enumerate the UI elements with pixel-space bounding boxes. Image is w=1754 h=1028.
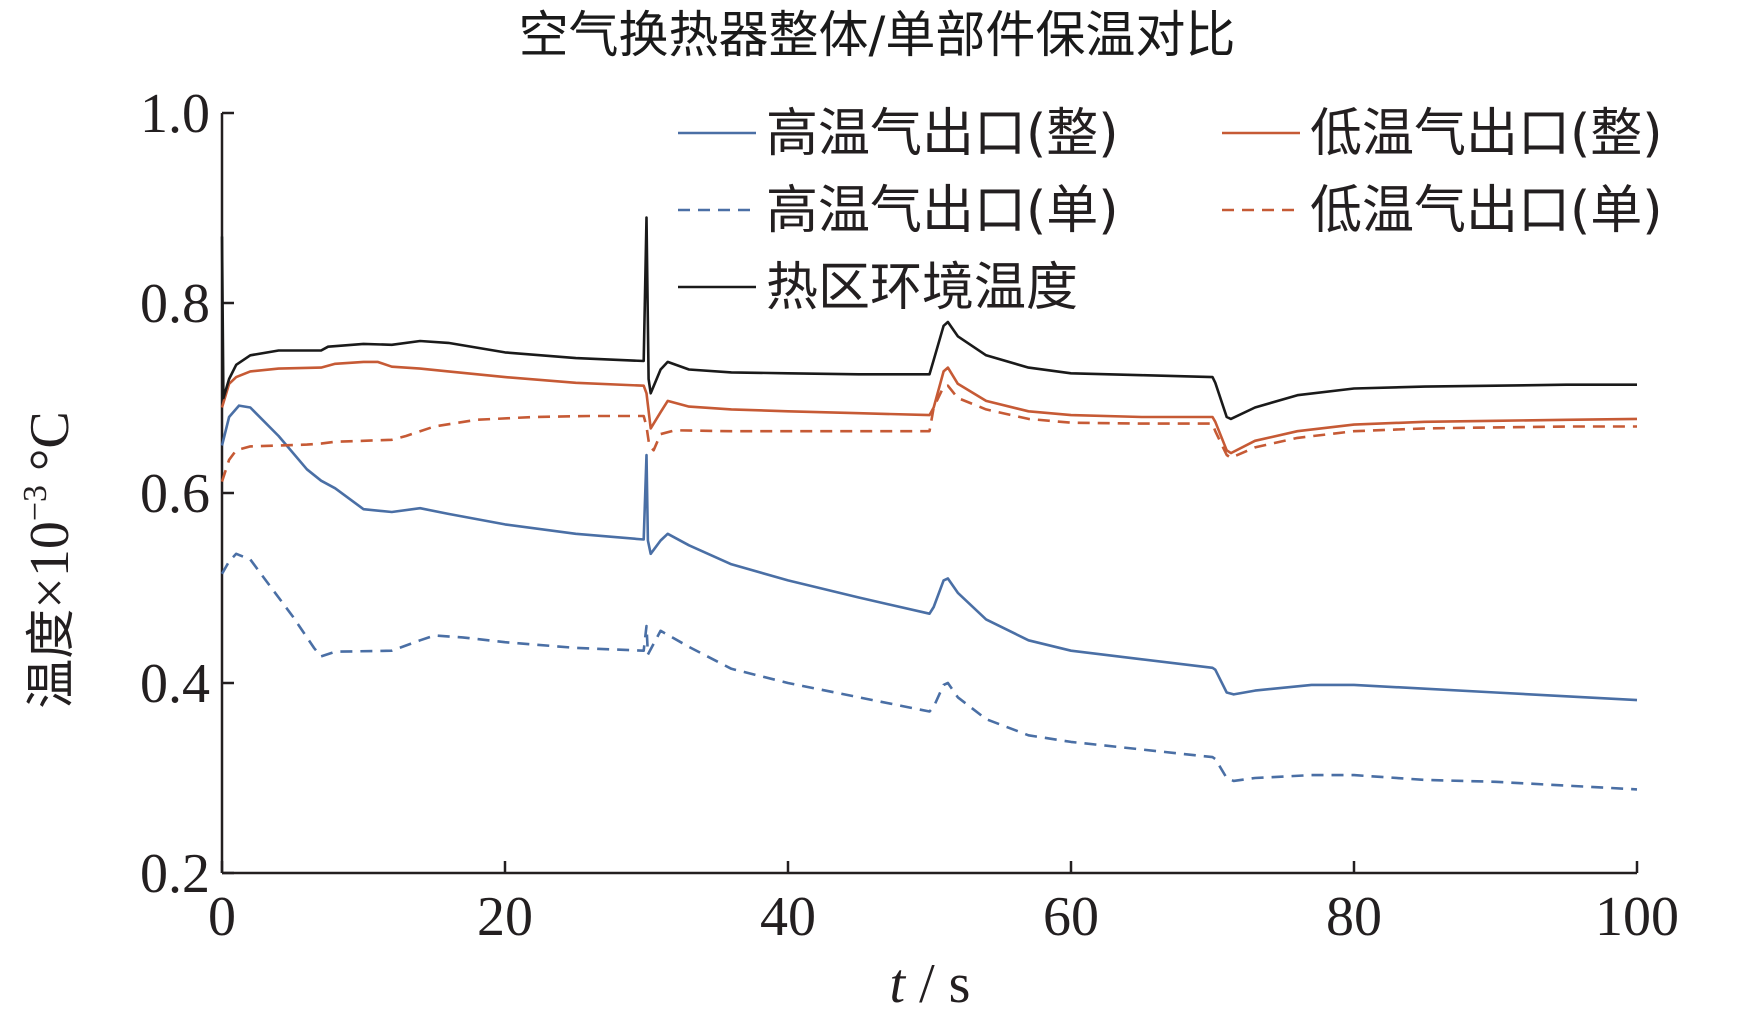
y-tick-label: 1.0 xyxy=(140,83,210,145)
chart-title: 空气换热器整体/单部件保温对比 xyxy=(519,6,1236,64)
y-tick-label: 0.4 xyxy=(140,653,210,715)
series-line-2 xyxy=(220,360,1638,455)
legend-label-1: 高温气出口(整) xyxy=(766,104,1119,164)
x-ticks: 0 20 40 60 80 100 xyxy=(208,861,1679,948)
y-axis-label-multiplier: ×10 xyxy=(19,521,81,609)
x-axis-label: t / s xyxy=(890,953,971,1015)
x-tick-label: 0 xyxy=(208,886,236,948)
y-axis-label: 温度×10−3 °C xyxy=(17,411,81,709)
y-axis-label-unit: °C xyxy=(19,411,81,485)
legend-label-2: 低温气出口(整) xyxy=(1310,104,1663,164)
x-axis-label-var: t xyxy=(890,953,907,1015)
legend-label-3: 高温气出口(单) xyxy=(766,181,1119,241)
series-line-5 xyxy=(220,216,1637,421)
series-line-1 xyxy=(220,404,1638,702)
y-tick-label: 0.2 xyxy=(140,843,210,905)
legend-label-5: 热区环境温度 xyxy=(766,258,1078,318)
x-tick-label: 60 xyxy=(1043,886,1099,948)
y-tick-label: 0.6 xyxy=(140,463,210,525)
series-line-4 xyxy=(220,384,1637,483)
x-tick-label: 100 xyxy=(1595,886,1679,948)
y-axis-label-text: 温度 xyxy=(22,609,80,709)
series-line-3 xyxy=(220,552,1638,791)
x-tick-label: 20 xyxy=(477,886,533,948)
legend: 高温气出口(整) 低温气出口(整) 高温气出口(单) 低温气出口(单) 热区环境温度 xyxy=(678,104,1663,318)
y-axis-label-exponent: −3 xyxy=(17,485,54,521)
x-tick-label: 80 xyxy=(1326,886,1382,948)
legend-label-4: 低温气出口(单) xyxy=(1310,181,1663,241)
y-ticks: 0.2 0.4 0.6 0.8 1.0 xyxy=(140,83,234,905)
y-tick-label: 0.8 xyxy=(140,273,210,335)
series-layer xyxy=(220,216,1638,791)
x-tick-label: 40 xyxy=(760,886,816,948)
x-axis-label-unit: / s xyxy=(905,953,970,1015)
